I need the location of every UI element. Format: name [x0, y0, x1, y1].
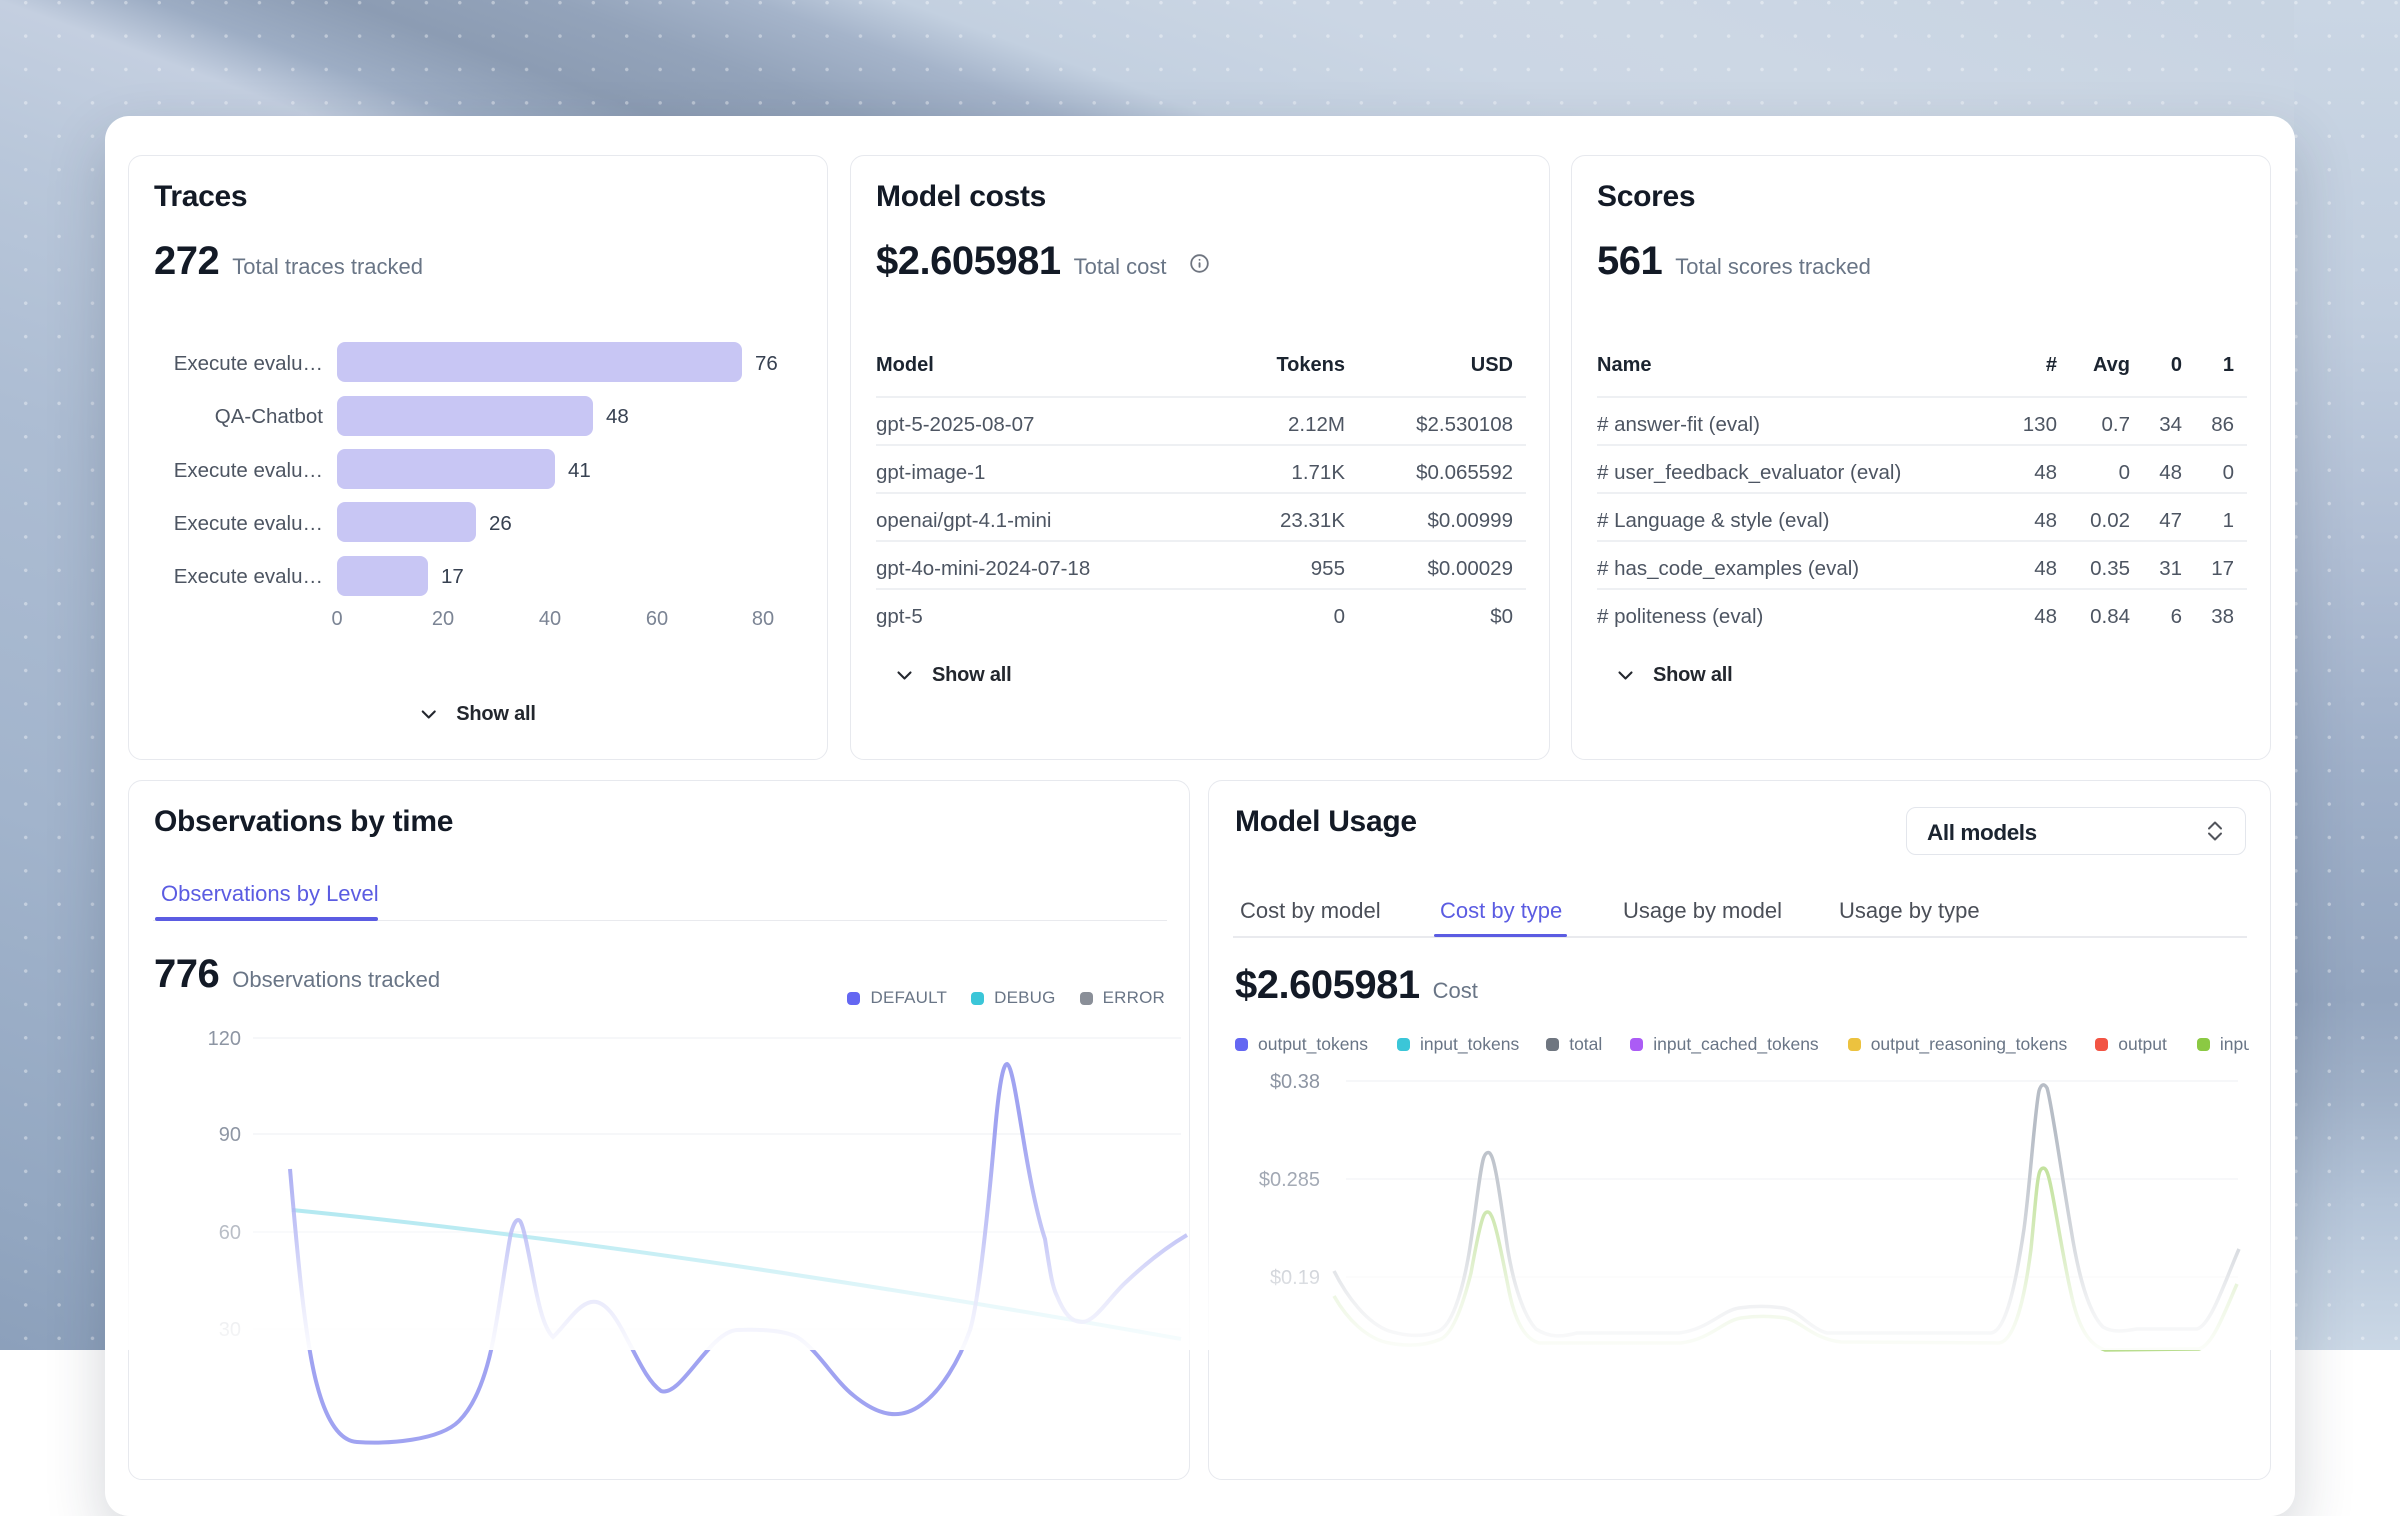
svg-text:120: 120 [208, 1028, 241, 1050]
svg-text:$0.38: $0.38 [1270, 1071, 1320, 1093]
